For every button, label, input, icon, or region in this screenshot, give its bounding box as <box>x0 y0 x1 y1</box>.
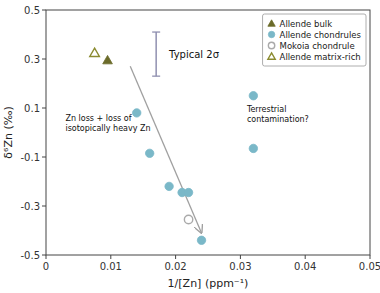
chart: 0 0.01 0.02 0.03 0.04 0.05 -0.5 -0.3 -0.1 0.1 0.3 0… <box>0 0 380 293</box>
legend-box <box>263 14 366 66</box>
x-tick <box>110 255 111 259</box>
y-tick <box>42 10 46 11</box>
annotation-line: Terrestrial <box>246 105 287 114</box>
point <box>184 215 192 223</box>
x-tick-label: 0.03 <box>229 261 251 272</box>
series <box>184 215 192 223</box>
legend-label: Mokoia chondrule <box>280 41 355 51</box>
point <box>249 92 257 100</box>
y-tick <box>42 157 46 158</box>
error-bar-cap <box>152 76 160 77</box>
point <box>165 182 173 190</box>
arrow <box>130 66 201 233</box>
y-tick <box>42 206 46 207</box>
x-tick-label: 0 <box>43 261 49 272</box>
x-tick <box>175 255 176 259</box>
legend-marker <box>268 53 275 59</box>
y-tick-label: -0.1 <box>20 152 40 163</box>
series <box>90 48 100 56</box>
legend-marker <box>268 20 275 26</box>
legend-marker <box>268 42 274 48</box>
x-tick-label: 0.02 <box>164 261 186 272</box>
point <box>103 55 113 63</box>
x-tick-label: 0.04 <box>294 261 316 272</box>
x-tick <box>240 255 241 259</box>
y-axis-label: δ⁦⁶Zn (‰) <box>2 106 15 159</box>
plot-area <box>90 32 258 244</box>
error-bar <box>152 32 160 76</box>
annotation: Terrestrialcontamination? <box>246 105 309 124</box>
x-axis-label: 1/[Zn] (ppm⁻¹) <box>168 277 249 290</box>
y-tick-label: 0.3 <box>24 54 40 65</box>
series <box>133 92 258 245</box>
annotation: Typical 2σ <box>168 49 220 60</box>
legend-label: Allende chondrules <box>280 30 362 40</box>
point <box>133 109 141 117</box>
legend: Allende bulkAllende chondrulesMokoia cho… <box>263 14 366 66</box>
series <box>103 55 113 63</box>
point <box>145 149 153 157</box>
x-tick <box>46 255 47 259</box>
point <box>197 236 205 244</box>
y-tick-label: 0.5 <box>24 5 40 16</box>
point <box>184 188 192 196</box>
x-tick <box>305 255 306 259</box>
annotation: Zn loss + loss ofisotopically heavy Zn <box>65 114 150 133</box>
y-tick-label: 0.1 <box>24 103 40 114</box>
legend-label: Allende matrix-rich <box>280 52 361 62</box>
y-tick-label: -0.3 <box>20 201 40 212</box>
y-tick-label: -0.5 <box>20 250 40 261</box>
plot-frame <box>46 10 370 255</box>
error-bar-cap <box>152 31 160 32</box>
x-tick-label: 0.01 <box>100 261 122 272</box>
y-tick <box>42 108 46 109</box>
annotation-line: isotopically heavy Zn <box>65 124 150 133</box>
point <box>90 48 100 56</box>
x-tick-label: 0.05 <box>359 261 380 272</box>
error-bar-line <box>155 32 157 76</box>
x-tick <box>370 255 371 259</box>
legend-marker <box>268 31 274 37</box>
annotation-line: contamination? <box>247 115 309 124</box>
point <box>249 144 257 152</box>
annotation-line: Zn loss + loss of <box>65 114 131 123</box>
annotation-line: Typical 2σ <box>168 49 220 60</box>
y-tick <box>42 255 46 256</box>
legend-label: Allende bulk <box>280 19 333 29</box>
y-tick <box>42 59 46 60</box>
